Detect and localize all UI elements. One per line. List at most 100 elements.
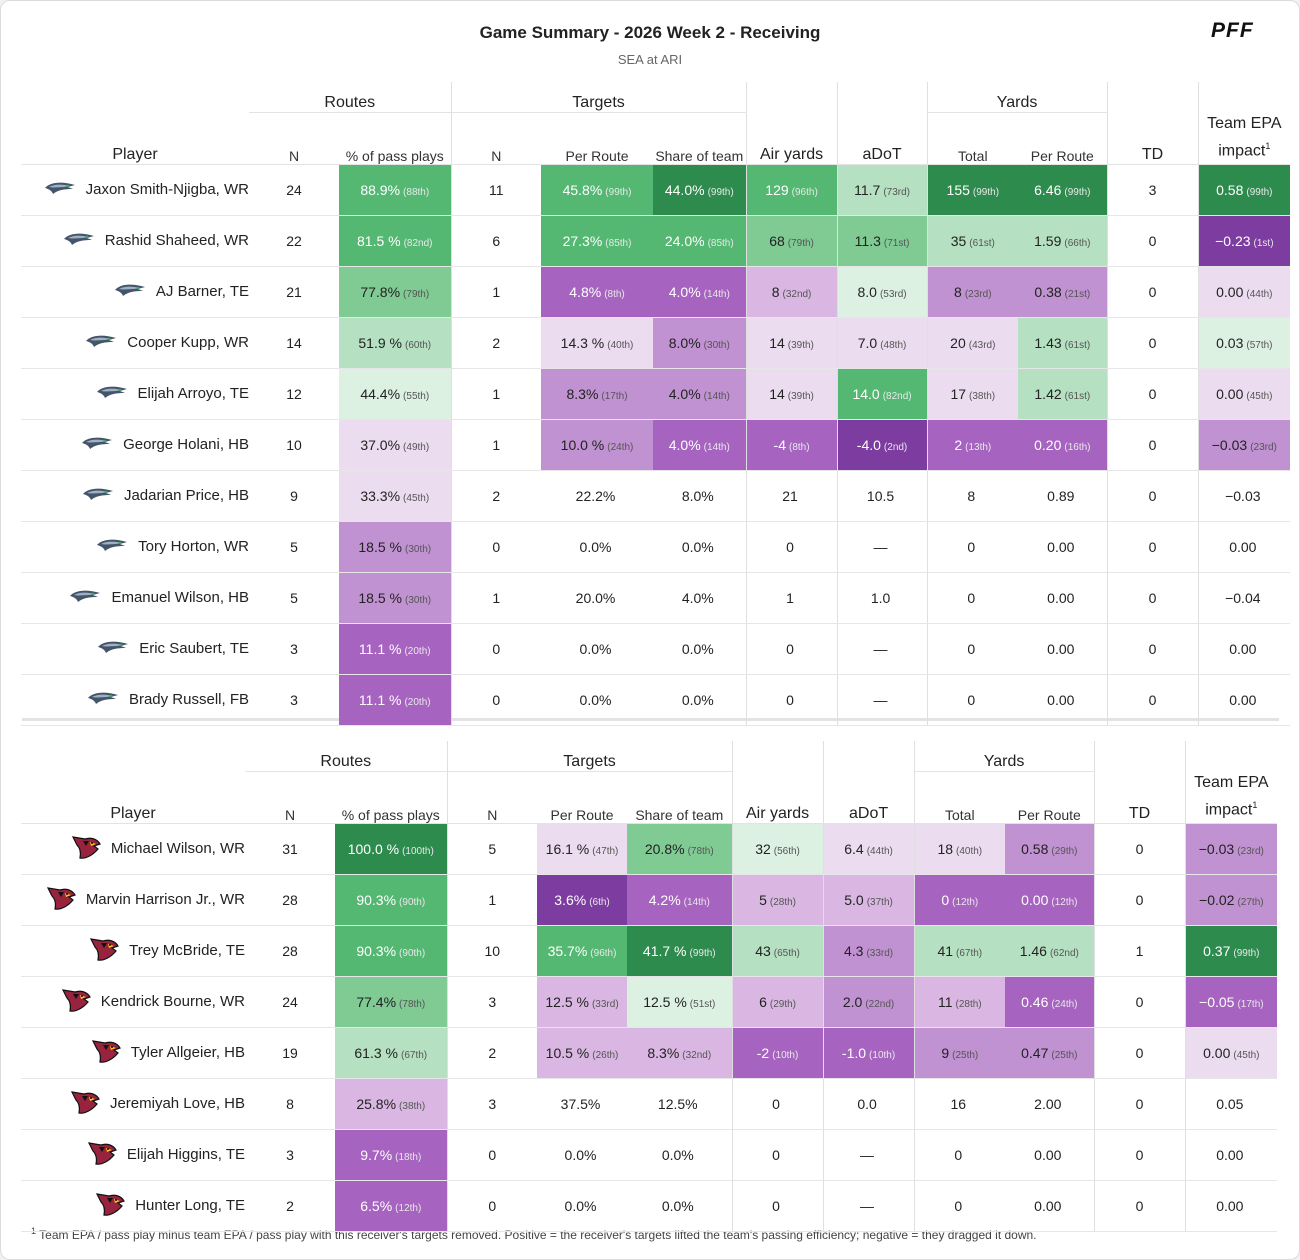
player-cell: Hunter Long, TE	[21, 1180, 245, 1232]
air-yards-cell: 6 (29th)	[731, 976, 824, 1028]
column-header-routes-n: N	[245, 771, 335, 824]
per-route-cell: 8.3% (17th)	[541, 368, 654, 420]
epa-cell: 0.00	[1197, 623, 1291, 675]
yards-total-rank: (99th)	[972, 186, 1000, 198]
air-yards-value: 0	[786, 640, 794, 657]
yards-total-value: 20	[950, 334, 966, 351]
adot-value: —	[873, 640, 888, 657]
share-value: 4.0%	[668, 385, 701, 402]
air-yards-cell: 43 (65th)	[731, 925, 824, 977]
epa-value: 0.05	[1216, 1095, 1244, 1112]
yards-per-route-rank: (62nd)	[1049, 947, 1079, 959]
group-header-targets: Targets	[450, 82, 747, 113]
table-row: Tyler Allgeier, HB 19 61.3 % (67th) 2 10.5 %(…	[21, 1027, 1278, 1079]
td-value: 0	[1106, 521, 1199, 573]
air-yards-cell: 0	[745, 674, 838, 726]
air-yards-value: 0	[786, 691, 794, 708]
yards-total-value: 0	[967, 538, 976, 555]
routes-pct-value: 90.3%	[356, 942, 397, 959]
adot-value: 4.3	[843, 942, 864, 959]
player-cell: Jaxon Smith-Njigba, WR	[21, 164, 249, 216]
player-cell: Jeremiyah Love, HB	[21, 1078, 245, 1130]
footnote-mark: 1	[1252, 799, 1258, 810]
share-rank: (14th)	[703, 288, 730, 300]
yards-per-route-cell: 2.00	[1005, 1078, 1095, 1130]
per-route-value: 4.8%	[569, 283, 602, 300]
team-epa-line1: Team EPA	[1207, 114, 1282, 132]
yards-total-cell: 41 (67th)	[913, 925, 1006, 977]
epa-cell: 0.03 (57th)	[1197, 317, 1291, 369]
air-yards-rank: (56th)	[773, 845, 800, 857]
adot-cell: 11.7 (73rd)	[836, 164, 928, 216]
adot-cell: 11.3 (71st)	[836, 215, 928, 267]
adot-value: 5.0	[844, 891, 864, 908]
epa-value: 0.00	[1216, 385, 1244, 402]
air-yards-value: 8	[771, 283, 780, 300]
routes-pct-rank: (12th)	[395, 1202, 422, 1214]
yards-per-route-value: 0.20	[1034, 436, 1062, 453]
column-header-air-yards: Air yards	[745, 112, 838, 165]
epa-cell: 0.00 (45th)	[1197, 368, 1291, 420]
share-cell: 20.8% (78th)	[627, 823, 733, 875]
adot-cell: 1.0	[836, 572, 928, 624]
adot-cell: —	[822, 1180, 915, 1232]
air-yards-value: 0	[772, 1197, 780, 1214]
air-yards-cell: 0	[745, 623, 838, 675]
adot-rank: (33rd)	[866, 947, 894, 959]
footnote-mark: 1	[1265, 140, 1271, 151]
yards-total-value: 11	[937, 993, 953, 1010]
routes-pct-cell: 25.8% (38th)	[335, 1078, 448, 1130]
group-header-routes: Routes	[245, 741, 448, 772]
per-route-rank: (6th)	[589, 896, 610, 908]
yards-per-route-cell: 0.00	[1018, 674, 1108, 726]
adot-cell: —	[836, 674, 928, 726]
per-route-value: 20.0%	[575, 589, 616, 606]
share-value: 8.3%	[647, 1044, 680, 1061]
group-header-player-spacer	[21, 82, 249, 113]
yards-total-value: 0	[954, 1146, 963, 1163]
air-yards-cell: -4 (8th)	[745, 419, 838, 471]
routes-pct-value: 51.9 %	[358, 334, 402, 351]
pff-logo: PFF	[1211, 19, 1253, 41]
table-row: Marvin Harrison Jr., WR 28 90.3% (90th) 1 3.6…	[21, 874, 1278, 926]
share-value: 4.0%	[668, 283, 701, 300]
player-cell: Michael Wilson, WR	[21, 823, 245, 875]
routes-pct-cell: 81.5 % (82nd)	[339, 215, 452, 267]
adot-value: 10.5	[866, 487, 895, 504]
yards-total-value: 9	[941, 1044, 950, 1061]
per-route-cell: 12.5 % (33rd)	[537, 976, 628, 1028]
player-name: George Holani, HB	[123, 435, 249, 453]
column-header-air-yards: Air yards	[731, 771, 824, 824]
routes-pct-cell: 77.4% (78th)	[335, 976, 448, 1028]
targets-n: 0	[446, 1180, 538, 1232]
player-name: Tory Horton, WR	[138, 537, 249, 555]
air-yards-value: 21	[782, 487, 798, 504]
per-route-cell: 37.5%	[537, 1078, 628, 1130]
routes-pct-cell: 37.0% (49th)	[339, 419, 452, 471]
routes-pct-value: 100.0 %	[347, 840, 400, 857]
share-value: 0.0%	[681, 640, 714, 657]
routes-n: 21	[249, 266, 339, 318]
per-route-value: 12.5 %	[545, 993, 589, 1010]
per-route-cell: 0.0%	[537, 1180, 628, 1232]
column-header-td: TD	[1093, 771, 1186, 824]
yards-total-cell: 16	[913, 1078, 1006, 1130]
table-row: Elijah Higgins, TE 3 9.7% (18th) 0 0.0% 0.0% 0—…	[21, 1129, 1278, 1181]
routes-pct-value: 61.3 %	[354, 1044, 398, 1061]
player-name: Michael Wilson, WR	[110, 839, 245, 857]
routes-pct-value: 81.5 %	[357, 232, 401, 249]
player-name: Emanuel Wilson, HB	[111, 588, 249, 606]
column-header-targets-n: N	[446, 771, 538, 824]
yards-per-route-rank: (99th)	[1064, 186, 1091, 198]
table-row: Elijah Arroyo, TE 12 44.4% (55th) 1 8.3% (17th…	[21, 368, 1291, 420]
yards-total-cell: 0	[926, 521, 1019, 573]
player-cell: Tyler Allgeier, HB	[21, 1027, 245, 1079]
adot-value: 14.0	[852, 385, 880, 402]
routes-pct-value: 11.1 %	[358, 691, 402, 708]
yards-per-route-cell: 0.00	[1018, 521, 1108, 573]
targets-n: 0	[450, 674, 542, 726]
yards-total-rank: (13th)	[965, 441, 992, 453]
per-route-cell: 10.0 % (24th)	[541, 419, 654, 471]
adot-value: 11.7	[854, 181, 881, 198]
yards-total-value: 0	[941, 891, 950, 908]
